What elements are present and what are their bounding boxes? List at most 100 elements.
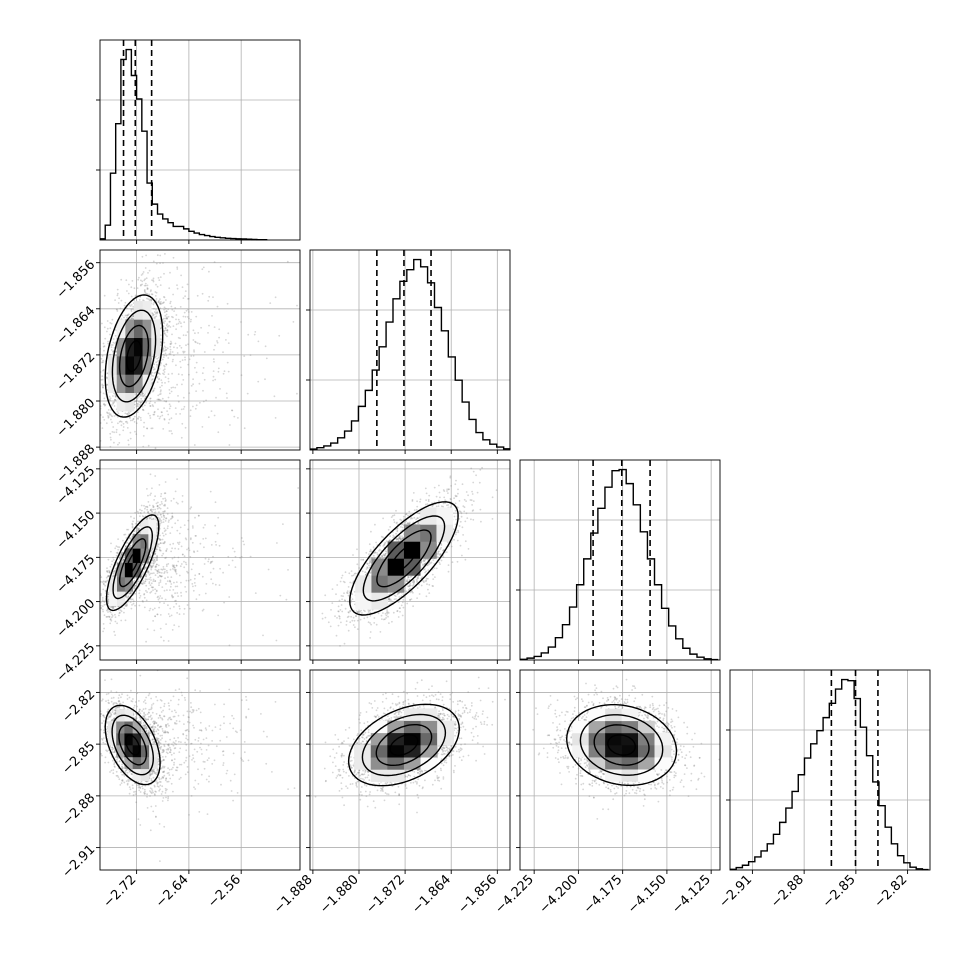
sample-point [146, 628, 149, 630]
sample-point [254, 331, 257, 333]
sample-point [159, 298, 161, 300]
sample-point [180, 581, 182, 584]
sample-point [146, 287, 149, 290]
sample-point [102, 580, 105, 583]
sample-point [151, 378, 154, 380]
sample-point [169, 343, 172, 346]
sample-point [149, 509, 152, 512]
sample-point [119, 555, 121, 558]
sample-point [150, 549, 153, 552]
sample-point [135, 400, 138, 402]
sample-point [108, 395, 111, 398]
sample-point [146, 293, 149, 296]
sample-point [226, 361, 229, 364]
sample-point [204, 557, 207, 560]
sample-point [144, 578, 147, 581]
sample-point [212, 379, 215, 382]
sample-point [96, 415, 98, 417]
sample-point [147, 456, 149, 458]
sample-point [110, 322, 113, 325]
sample-point [169, 343, 172, 345]
sample-point [159, 302, 161, 305]
sample-point [158, 506, 161, 509]
sample-point [163, 373, 165, 376]
sample-point [147, 298, 150, 300]
sample-point [161, 414, 164, 417]
sample-point [139, 595, 142, 597]
sample-point [163, 330, 165, 333]
sample-point [162, 372, 164, 375]
sample-point [193, 551, 196, 554]
sample-point [95, 421, 97, 423]
sample-point [117, 422, 119, 425]
sample-point [211, 560, 214, 563]
sample-point [152, 260, 155, 263]
sample-point [196, 342, 199, 344]
sample-point [169, 353, 172, 355]
sample-point [108, 610, 111, 613]
sample-point [136, 411, 139, 414]
sample-point [152, 279, 155, 282]
sample-point [128, 537, 131, 539]
sample-point [199, 542, 202, 545]
sample-point [121, 314, 124, 317]
sample-point [136, 510, 139, 513]
sample-point [129, 419, 132, 422]
sample-point [102, 345, 105, 348]
sample-point [156, 559, 158, 561]
sample-point [163, 527, 166, 530]
sample-point [156, 505, 159, 508]
sample-point [228, 444, 231, 446]
sample-point [136, 529, 139, 532]
axes-frame [309, 249, 511, 451]
sample-point [102, 342, 105, 345]
sample-point [107, 416, 110, 418]
sample-point [137, 278, 140, 281]
sample-point [165, 299, 167, 301]
y-tick-label: −1.864 [54, 303, 99, 348]
sample-point [216, 340, 218, 342]
sample-point [114, 342, 116, 345]
sample-point [201, 372, 204, 375]
sample-point [160, 389, 162, 392]
sample-point [191, 525, 194, 527]
sample-point [117, 443, 119, 446]
sample-point [145, 292, 148, 295]
sample-point [192, 563, 194, 565]
sample-point [171, 557, 174, 560]
sample-point [131, 419, 134, 422]
sample-point [208, 324, 210, 327]
sample-point [109, 565, 112, 568]
sample-point [155, 563, 158, 566]
sample-point [130, 317, 133, 320]
sample-point [115, 350, 117, 353]
sample-point [125, 545, 127, 548]
sample-point [193, 577, 196, 580]
sample-point [107, 611, 109, 613]
sample-point [106, 330, 108, 333]
sample-point [141, 405, 144, 408]
sample-point [110, 605, 113, 608]
sample-point [118, 546, 121, 549]
sample-point [184, 561, 187, 564]
sample-point [119, 556, 122, 559]
sample-point [134, 604, 137, 607]
sample-point [162, 639, 165, 642]
sample-point [169, 543, 172, 546]
sample-point [164, 307, 167, 310]
sample-point [145, 401, 148, 404]
sample-point [131, 526, 134, 529]
sample-point [184, 586, 187, 588]
sample-point [126, 541, 129, 544]
sample-point [169, 302, 172, 305]
sample-point [174, 592, 177, 595]
sample-point [106, 376, 108, 379]
sample-point [183, 555, 186, 558]
sample-point [240, 374, 243, 377]
sample-point [187, 297, 190, 300]
sample-point [176, 287, 179, 290]
sample-point [180, 325, 183, 328]
sample-point [130, 515, 132, 518]
sample-point [212, 375, 215, 378]
sample-point [174, 569, 177, 572]
